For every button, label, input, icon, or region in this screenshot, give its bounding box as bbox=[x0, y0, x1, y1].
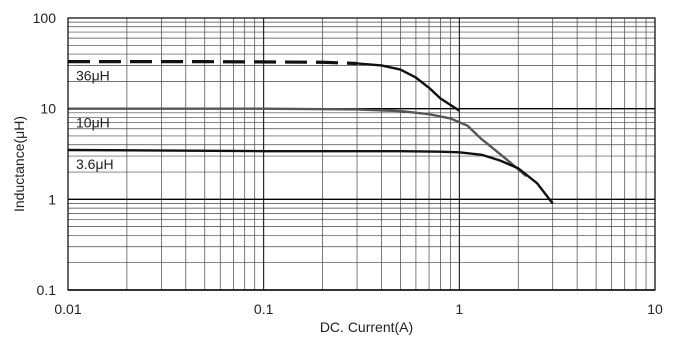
minor-gridlines bbox=[68, 18, 655, 290]
series-label: 10μH bbox=[76, 115, 110, 131]
tick-labels: 0.01 0.1 1 10 100 10 1 0.1 bbox=[33, 10, 663, 317]
y-tick-label: 0.1 bbox=[37, 282, 57, 298]
major-gridlines bbox=[67, 18, 655, 291]
series-label: 3.6μH bbox=[76, 156, 114, 172]
series-labels: 36μH 10μH 3.6μH bbox=[76, 68, 114, 172]
x-tick-label: 0.1 bbox=[254, 301, 274, 317]
plot-frame bbox=[67, 17, 656, 291]
series-line-dashed bbox=[68, 60, 358, 66]
series-label: 36μH bbox=[76, 68, 110, 84]
y-tick-label: 100 bbox=[33, 10, 57, 26]
x-axis-title: DC. Current(A) bbox=[320, 319, 413, 335]
series-line bbox=[68, 107, 528, 178]
y-tick-label: 1 bbox=[48, 191, 56, 207]
series-lines bbox=[67, 60, 554, 205]
x-tick-label: 1 bbox=[455, 301, 463, 317]
x-tick-label: 0.01 bbox=[54, 301, 81, 317]
y-axis-title: Inductance(μH) bbox=[11, 116, 27, 212]
x-tick-label: 10 bbox=[647, 301, 663, 317]
y-tick-label: 10 bbox=[40, 101, 56, 117]
series-line bbox=[356, 62, 460, 112]
series-line bbox=[67, 148, 554, 205]
